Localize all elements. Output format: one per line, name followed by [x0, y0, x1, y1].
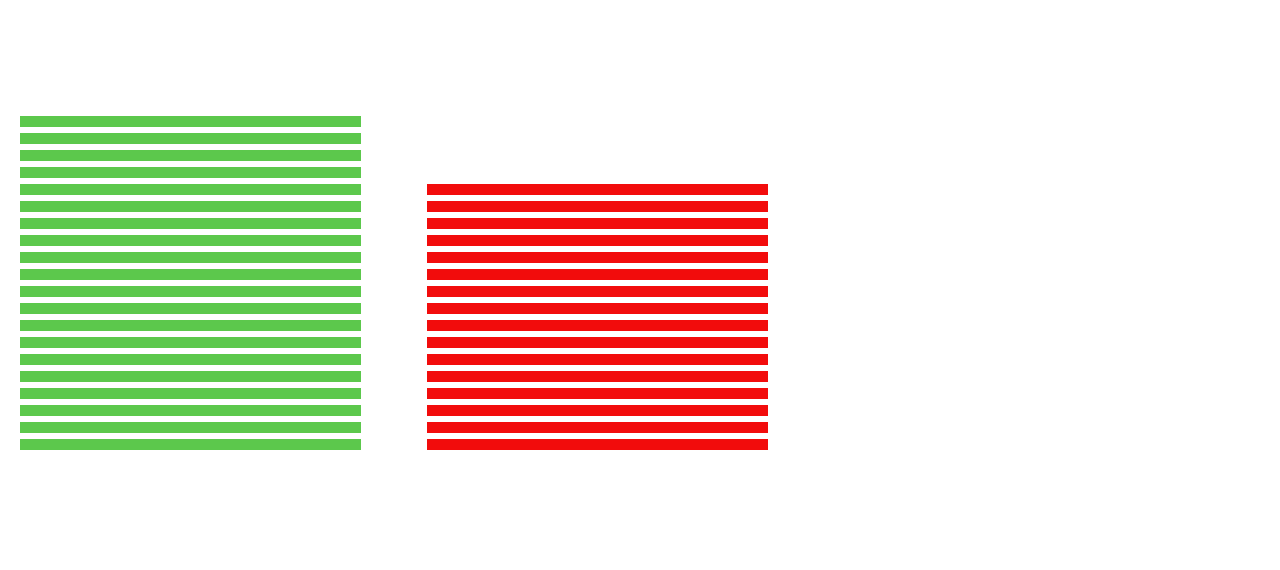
green-stripe-block	[20, 116, 361, 450]
red-stripe-block	[427, 184, 768, 450]
